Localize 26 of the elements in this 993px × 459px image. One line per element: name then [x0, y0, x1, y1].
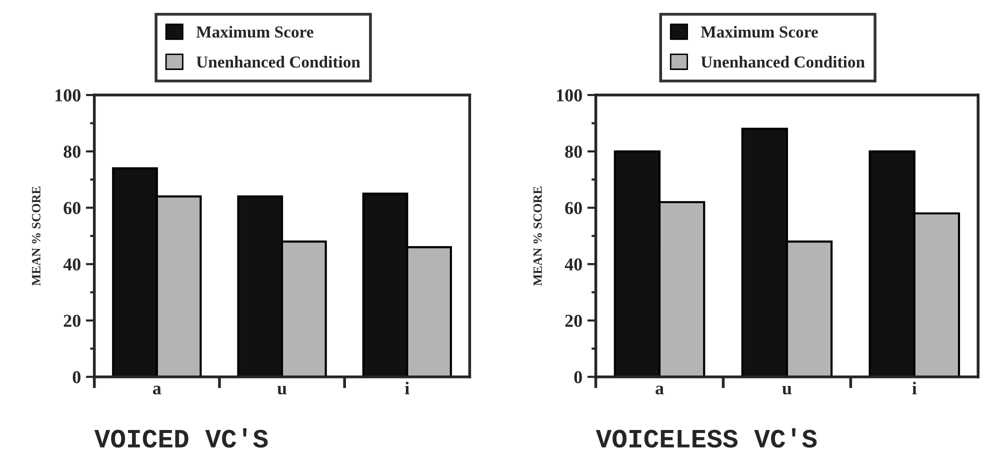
y-tick-label: 20: [565, 314, 582, 327]
text: VOICED VC'S: [94, 428, 268, 448]
y-tick-label: 40: [564, 258, 582, 271]
y-tick-label: 80: [64, 146, 80, 158]
legend-label: Maximum Score: [196, 26, 314, 38]
y-tick-label: 100: [56, 89, 80, 102]
legend-label: Maximum Score: [700, 26, 818, 38]
legend-label: Unenhanced Condition: [196, 56, 360, 68]
y-tick-label: 80: [565, 146, 582, 158]
y-tick-label: 0: [574, 371, 582, 384]
x-tick-label: u: [782, 386, 792, 394]
x-tick-label: a: [152, 386, 162, 394]
y-axis-title: MEAN % SCORE: [533, 186, 542, 286]
x-tick-label: a: [656, 386, 664, 394]
x-tick-label: i: [912, 382, 917, 394]
x-tick-label: i: [405, 382, 410, 394]
y-tick-label: 0: [72, 371, 80, 384]
legend-label: Unenhanced Condition: [701, 56, 865, 68]
text: VOICELESS VC'S: [596, 428, 817, 448]
y-tick-label: 60: [64, 202, 80, 214]
y-tick-label: 100: [556, 89, 582, 102]
y-tick-label: 60: [565, 202, 582, 214]
y-tick-label: 20: [64, 314, 80, 327]
y-tick-label: 40: [63, 258, 80, 271]
x-tick-label: u: [277, 386, 287, 394]
y-axis-title: MEAN % SCORE: [32, 186, 40, 286]
